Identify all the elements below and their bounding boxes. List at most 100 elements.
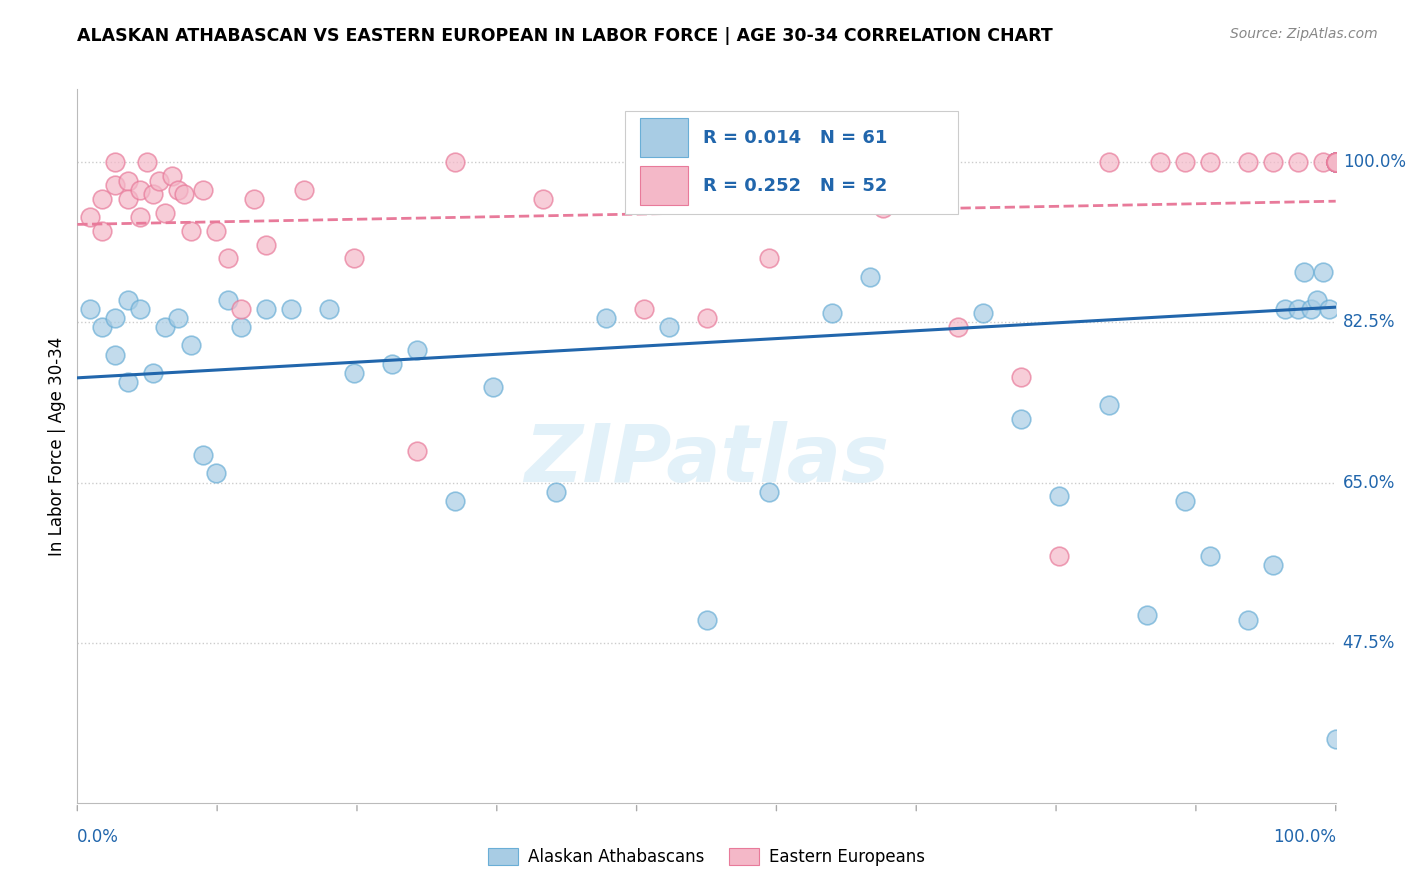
Point <box>191 183 215 197</box>
Point <box>948 320 970 334</box>
Point <box>444 494 467 508</box>
Point <box>155 320 177 334</box>
Point <box>1236 613 1258 627</box>
Point <box>129 211 152 225</box>
Point <box>758 484 780 499</box>
Point <box>1324 155 1347 169</box>
Point <box>872 201 894 215</box>
Point <box>595 310 617 325</box>
Text: 0.0%: 0.0% <box>77 828 120 846</box>
Point <box>1136 608 1159 623</box>
Point <box>129 301 152 316</box>
Point <box>821 306 844 320</box>
Y-axis label: In Labor Force | Age 30-34: In Labor Force | Age 30-34 <box>48 336 66 556</box>
FancyBboxPatch shape <box>624 111 959 214</box>
Point <box>167 183 190 197</box>
Point <box>1324 155 1347 169</box>
Point <box>1324 155 1347 169</box>
Point <box>292 183 315 197</box>
Point <box>1324 155 1347 169</box>
Point <box>1149 155 1171 169</box>
Point <box>91 192 114 206</box>
Point <box>1286 301 1309 316</box>
Text: ALASKAN ATHABASCAN VS EASTERN EUROPEAN IN LABOR FORCE | AGE 30-34 CORRELATION CH: ALASKAN ATHABASCAN VS EASTERN EUROPEAN I… <box>77 27 1053 45</box>
Point <box>318 301 340 316</box>
Text: R = 0.252   N = 52: R = 0.252 N = 52 <box>703 177 887 194</box>
Point <box>444 155 467 169</box>
Point <box>117 192 139 206</box>
Point <box>117 293 139 307</box>
Point <box>1324 155 1347 169</box>
Point <box>1324 155 1347 169</box>
Point <box>1286 155 1309 169</box>
Point <box>1198 549 1220 563</box>
Point <box>155 205 177 219</box>
Text: R = 0.014   N = 61: R = 0.014 N = 61 <box>703 128 887 146</box>
Point <box>173 187 195 202</box>
Point <box>406 443 429 458</box>
Point <box>1198 155 1220 169</box>
Point <box>1047 549 1070 563</box>
Point <box>343 252 366 266</box>
Point <box>658 320 681 334</box>
Text: 47.5%: 47.5% <box>1343 633 1395 652</box>
Point <box>1324 155 1347 169</box>
Point <box>1324 731 1347 746</box>
Point <box>1236 155 1258 169</box>
Point <box>191 448 215 462</box>
Point <box>1047 489 1070 503</box>
Point <box>217 293 239 307</box>
Point <box>1324 155 1347 169</box>
Point <box>1324 155 1347 169</box>
Point <box>1299 301 1322 316</box>
Point <box>1324 155 1347 169</box>
Point <box>117 375 139 389</box>
Text: 100.0%: 100.0% <box>1343 153 1406 171</box>
Point <box>1324 155 1347 169</box>
Point <box>1324 155 1347 169</box>
Point <box>91 224 114 238</box>
Text: ZIPatlas: ZIPatlas <box>524 421 889 500</box>
Point <box>79 211 101 225</box>
Point <box>142 366 165 380</box>
Point <box>1324 155 1347 169</box>
Point <box>481 379 503 393</box>
Point <box>972 306 994 320</box>
Point <box>1010 411 1032 425</box>
Point <box>381 357 404 371</box>
Point <box>229 301 252 316</box>
Point <box>104 155 127 169</box>
Point <box>1324 155 1347 169</box>
Text: 100.0%: 100.0% <box>1272 828 1336 846</box>
Point <box>1261 558 1284 572</box>
Point <box>821 155 844 169</box>
Point <box>406 343 429 357</box>
Point <box>242 192 264 206</box>
Point <box>1324 155 1347 169</box>
Point <box>1324 155 1347 169</box>
Point <box>160 169 183 183</box>
Point <box>544 484 567 499</box>
Point <box>1306 293 1329 307</box>
Point <box>180 224 202 238</box>
Text: Source: ZipAtlas.com: Source: ZipAtlas.com <box>1230 27 1378 41</box>
Point <box>180 338 202 352</box>
Point <box>696 310 718 325</box>
Point <box>1010 370 1032 384</box>
Point <box>1324 155 1347 169</box>
Point <box>1098 398 1121 412</box>
Point <box>343 366 366 380</box>
Point <box>1294 265 1316 279</box>
Point <box>1324 155 1347 169</box>
Point <box>531 192 554 206</box>
Point <box>859 269 882 284</box>
Point <box>1319 301 1341 316</box>
Point <box>148 174 170 188</box>
Point <box>1312 155 1334 169</box>
Point <box>1312 265 1334 279</box>
Point <box>254 237 277 252</box>
Point <box>104 178 127 193</box>
Point <box>129 183 152 197</box>
Text: 65.0%: 65.0% <box>1343 474 1395 491</box>
Point <box>217 252 239 266</box>
